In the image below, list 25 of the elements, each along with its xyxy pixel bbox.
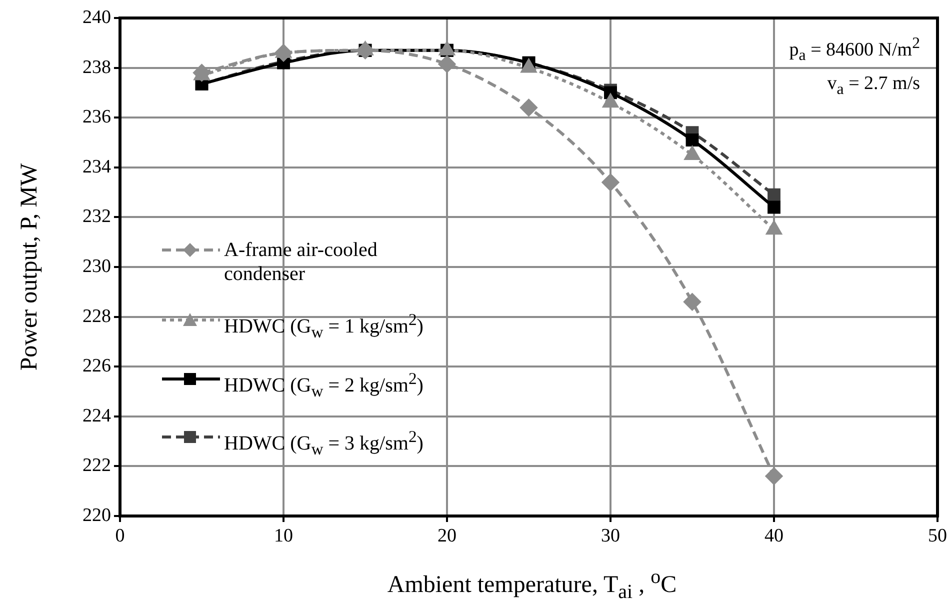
x-tick-label: 30 [601, 525, 620, 546]
x-tick-label: 20 [438, 525, 456, 546]
legend-label: HDWC (G$_{w}$ = 1 kg/sm$^{2}$) [224, 309, 424, 344]
y-tick-label: 226 [82, 356, 111, 377]
legend-label: HDWC (G$_{w}$ = 2 kg/sm$^{2}$) [224, 368, 424, 402]
y-tick-label: 220 [82, 504, 111, 526]
legend-label: A-frame air-cooled condenser [224, 238, 378, 286]
y-tick-label: 236 [82, 106, 111, 128]
y-tick-label: 238 [82, 56, 111, 78]
y-tick-label: 230 [82, 256, 111, 277]
y-tick-label: 222 [82, 455, 111, 476]
y-axis-title: Power output, P, MW [16, 163, 44, 371]
legend-label: HDWC (G$_{w}$ = 3 kg/sm$^{2}$) [224, 426, 424, 461]
y-tick-label: 232 [82, 206, 111, 228]
x-axis-title: Ambient temperature, T$_{ai}$ , $^{o}$C [387, 566, 677, 604]
x-tick-label: 40 [764, 525, 784, 546]
y-tick-label: 228 [82, 306, 111, 327]
y-tick-label: 240 [82, 6, 111, 28]
y-tick-label: 224 [82, 405, 112, 426]
x-tick-label: 0 [115, 525, 125, 546]
annotation: v$_{a}$ = 2.7 m/s [826, 72, 920, 100]
annotation: p$_{a}$ = 84600 N/m$^{2}$ [789, 34, 920, 66]
y-tick-label: 234 [82, 156, 112, 178]
x-tick-label: 10 [274, 525, 293, 546]
x-tick-label: 50 [928, 525, 947, 546]
